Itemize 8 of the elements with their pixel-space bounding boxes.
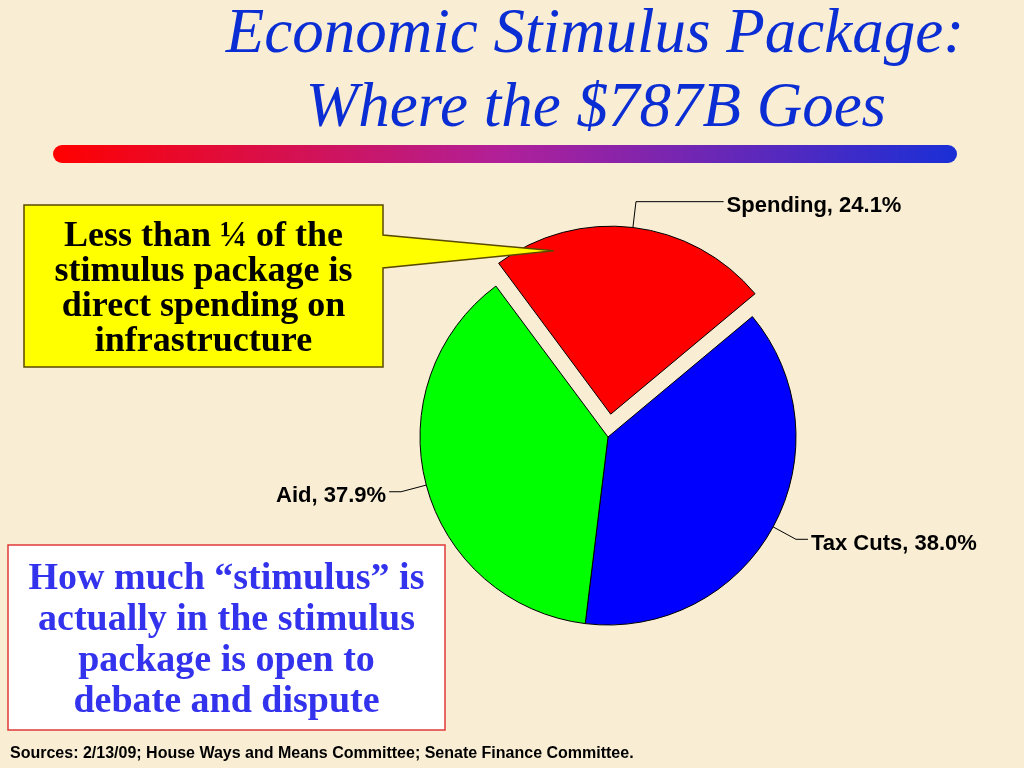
chart-subtitle: Where the $787B Goes — [305, 70, 887, 140]
slice-label: Spending, 24.1% — [726, 192, 902, 218]
chart-title: Economic Stimulus Package: — [224, 0, 965, 66]
slice-label: Tax Cuts, 38.0% — [810, 530, 977, 556]
text: How much “stimulus” is actually in the stimulus package is open to debate and dispute — [28, 555, 425, 720]
text: Less than ¼ of the stimulus package is direct spending on infrastructure — [54, 213, 353, 359]
source-note: Sources: 2/13/09; House Ways and Means Committee; Senate Finance Committee. — [10, 744, 634, 761]
slice-label: Aid, 37.9% — [276, 482, 387, 508]
